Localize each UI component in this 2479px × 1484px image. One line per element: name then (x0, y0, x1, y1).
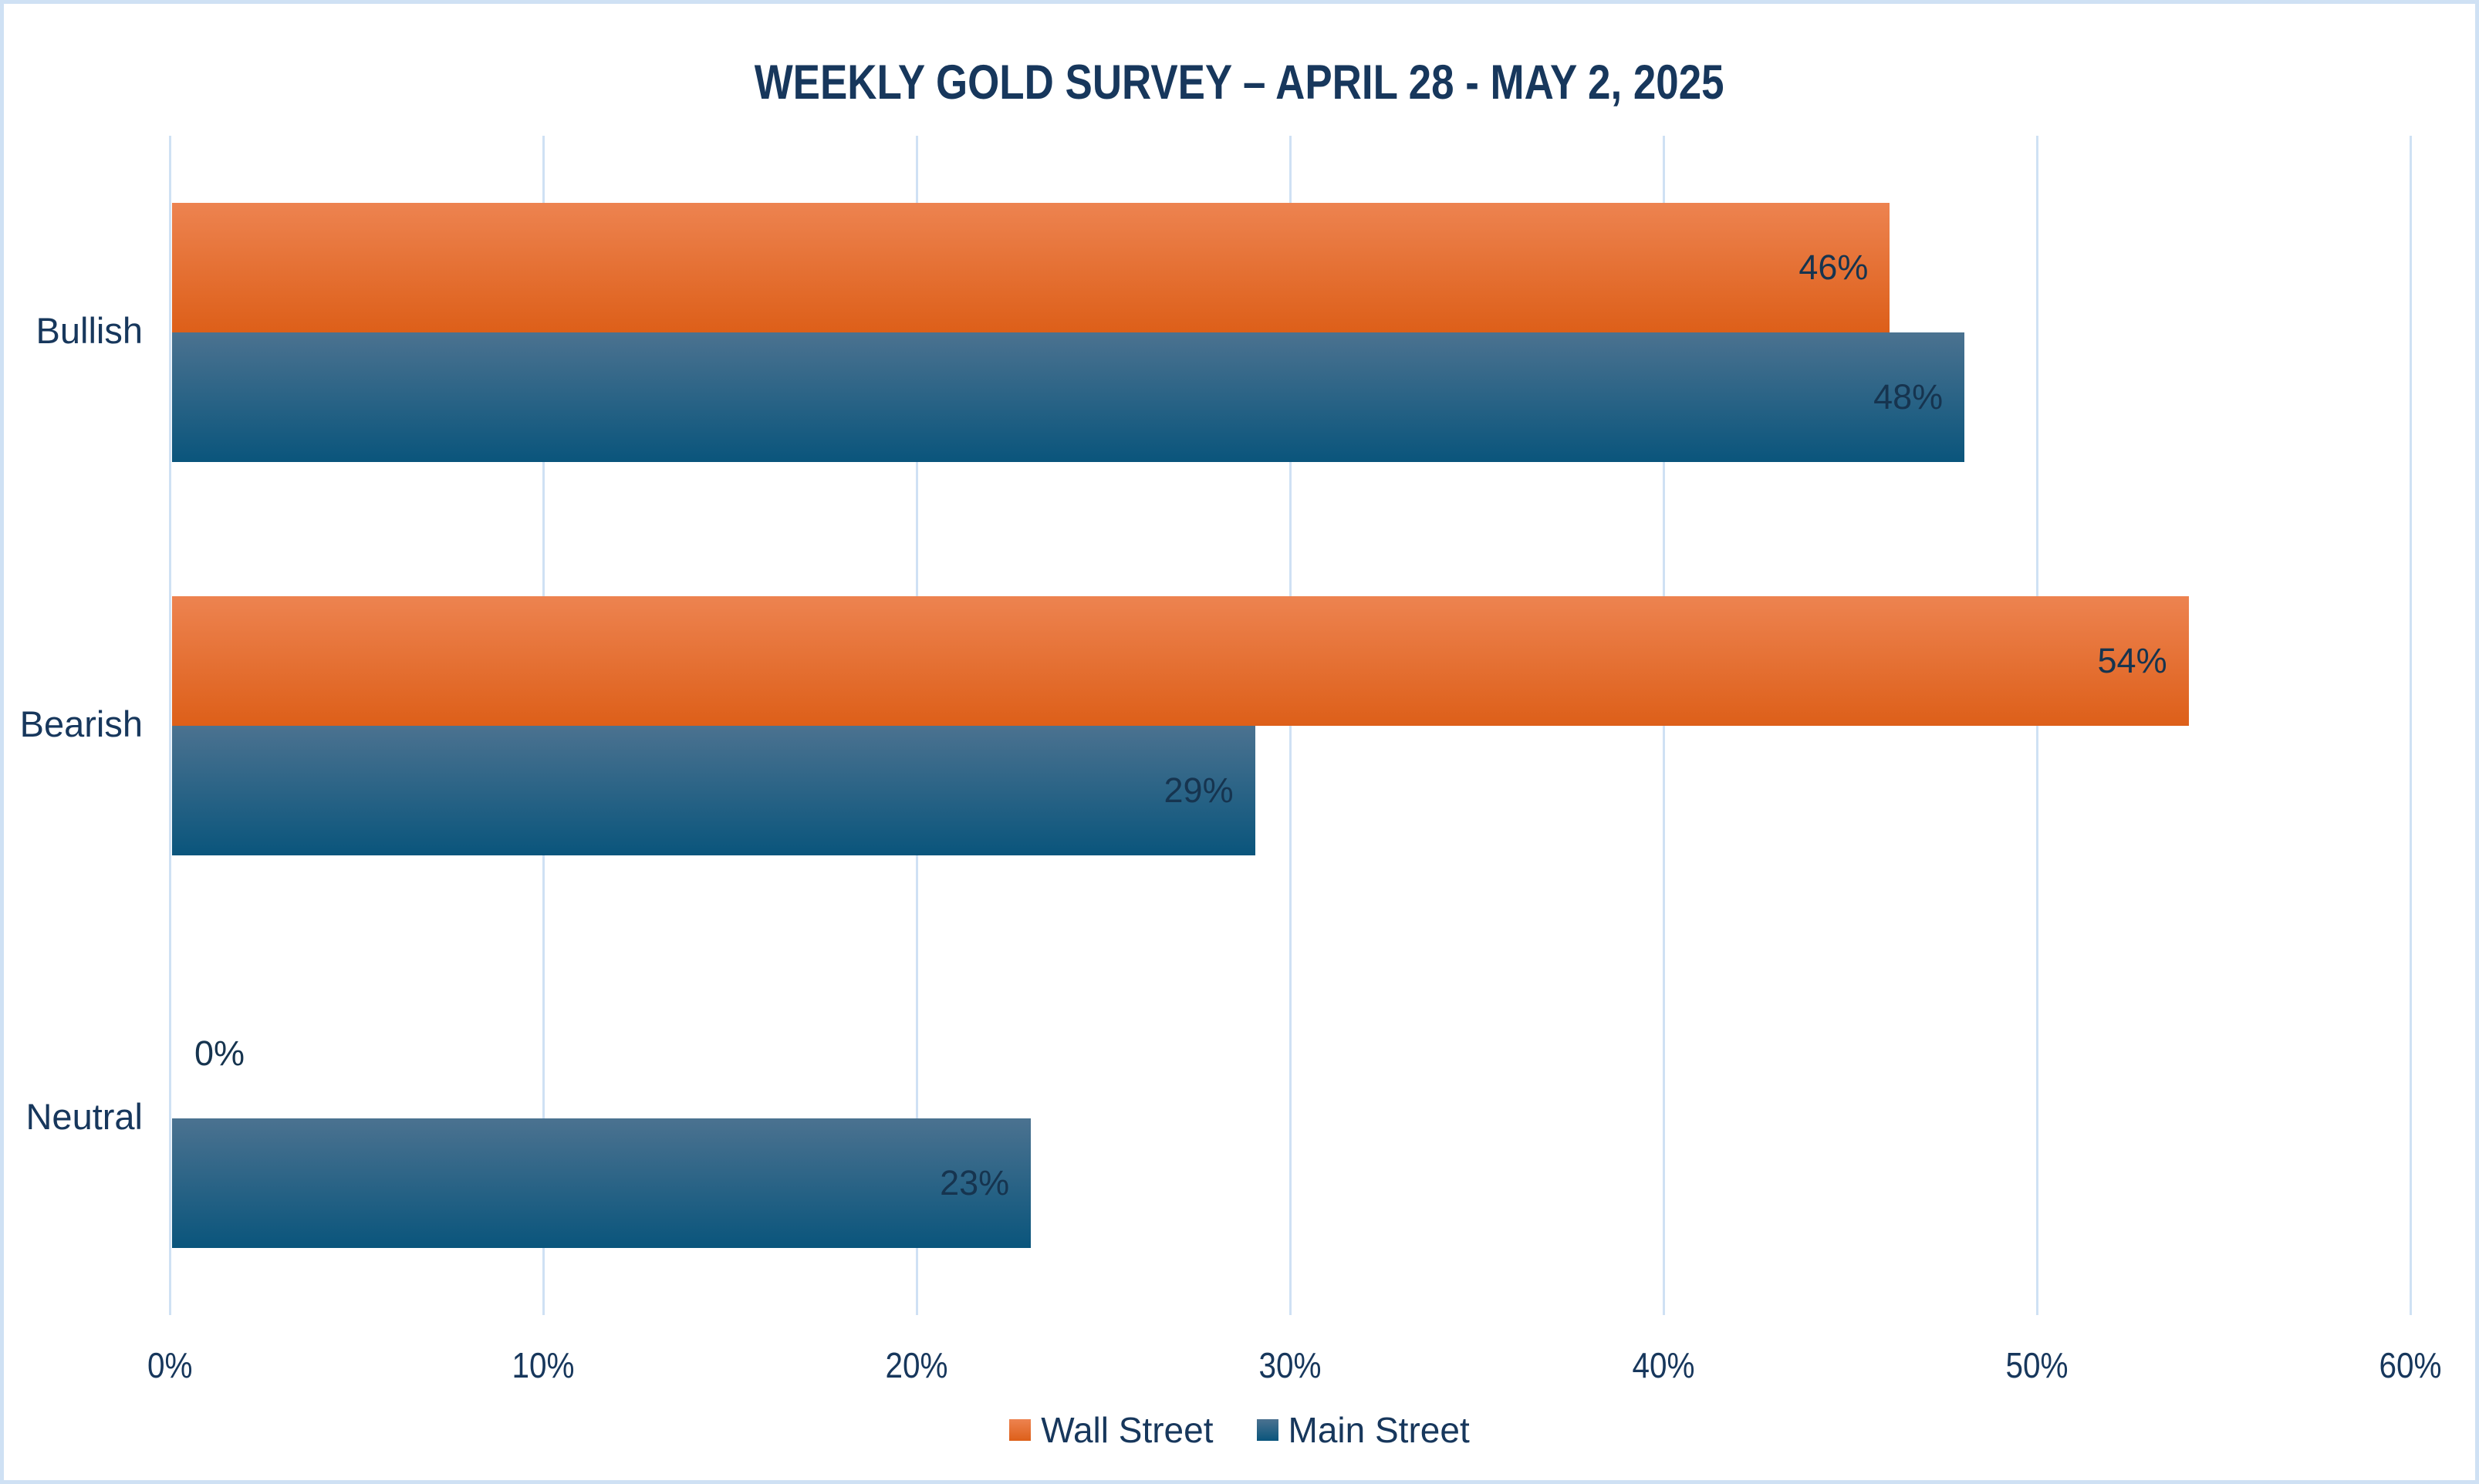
x-tick-label-60: 60% (2333, 1344, 2475, 1386)
legend: Wall Street Main Street (4, 1409, 2475, 1451)
legend-label-main-street: Main Street (1288, 1410, 1470, 1450)
bar-neutral-main-street: 23% (172, 1118, 1032, 1249)
x-tick-label-50: 50% (1960, 1344, 2114, 1386)
chart-title-text: WEEKLY GOLD SURVEY – APRIL 28 - MAY 2, 2… (755, 56, 1724, 110)
bar-value-label-bearish-wall-street: 54% (2097, 640, 2167, 680)
x-tick-label-40: 40% (1586, 1344, 1741, 1386)
legend-swatch-wall-street (1009, 1419, 1032, 1441)
legend-item-main-street: Main Street (1256, 1409, 1470, 1451)
x-tick-text-30: 30% (1258, 1345, 1322, 1385)
bar-value-label-neutral-wall-street: 0% (194, 1034, 245, 1074)
x-tick-label-30: 30% (1213, 1344, 1367, 1386)
x-tick-text-20: 20% (885, 1345, 948, 1385)
bar-value-label-neutral-main-street: 23% (940, 1163, 1010, 1203)
plot-area: 46% 48% 54% 29% 0% 23% (168, 136, 2412, 1315)
x-tick-label-0: 0% (93, 1344, 247, 1386)
bar-value-label-bearish-main-street: 29% (1164, 770, 1234, 810)
x-tick-text-60: 60% (2379, 1345, 2442, 1385)
bar-value-label-bullish-main-street: 48% (1873, 376, 1944, 417)
x-tick-label-10: 10% (466, 1344, 620, 1386)
x-tick-text-50: 50% (2005, 1345, 2069, 1385)
gridline-60 (2409, 136, 2412, 1315)
category-label-neutral: Neutral (25, 1096, 143, 1138)
legend-label-wall-street: Wall Street (1041, 1410, 1214, 1450)
chart-title: WEEKLY GOLD SURVEY – APRIL 28 - MAY 2, 2… (4, 55, 2475, 110)
category-label-bullish: Bullish (35, 309, 143, 351)
x-tick-text-0: 0% (147, 1345, 193, 1385)
x-tick-label-20: 20% (839, 1344, 994, 1386)
bar-value-label-bullish-wall-street: 46% (1798, 247, 1869, 287)
gridline-0 (168, 136, 171, 1315)
x-tick-text-10: 10% (512, 1345, 575, 1385)
bar-bearish-wall-street: 54% (172, 595, 2189, 726)
bar-bullish-main-street: 48% (172, 332, 1965, 462)
x-tick-text-40: 40% (1632, 1345, 1695, 1385)
legend-swatch-main-street (1256, 1419, 1278, 1441)
category-label-bearish: Bearish (19, 703, 143, 744)
gridline-30 (1288, 136, 1292, 1315)
gridline-50 (2035, 136, 2038, 1315)
gridline-40 (1662, 136, 1665, 1315)
legend-item-wall-street: Wall Street (1009, 1409, 1214, 1451)
bar-bearish-main-street: 29% (172, 725, 1255, 855)
bar-bullish-wall-street: 46% (172, 202, 1890, 332)
